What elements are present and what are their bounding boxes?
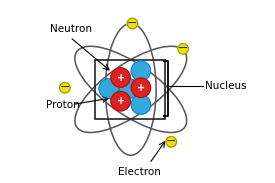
Text: −: −: [178, 42, 188, 55]
Text: +: +: [137, 83, 145, 93]
Circle shape: [119, 79, 139, 98]
Circle shape: [99, 79, 119, 98]
Text: +: +: [117, 96, 125, 106]
Circle shape: [111, 68, 130, 87]
Circle shape: [127, 18, 138, 29]
Circle shape: [131, 95, 151, 114]
Text: Nucleus: Nucleus: [205, 81, 247, 91]
Circle shape: [60, 83, 70, 93]
Text: Proton: Proton: [46, 100, 80, 110]
Text: −: −: [166, 135, 177, 148]
Circle shape: [131, 61, 151, 81]
Text: −: −: [60, 81, 70, 94]
Circle shape: [166, 137, 177, 147]
Circle shape: [178, 44, 188, 54]
Bar: [95, 60, 164, 119]
Text: −: −: [127, 17, 138, 30]
Circle shape: [111, 92, 130, 111]
Text: Neutron: Neutron: [51, 24, 92, 33]
Text: Electron: Electron: [118, 167, 161, 177]
Circle shape: [131, 78, 151, 97]
Text: +: +: [117, 73, 125, 83]
